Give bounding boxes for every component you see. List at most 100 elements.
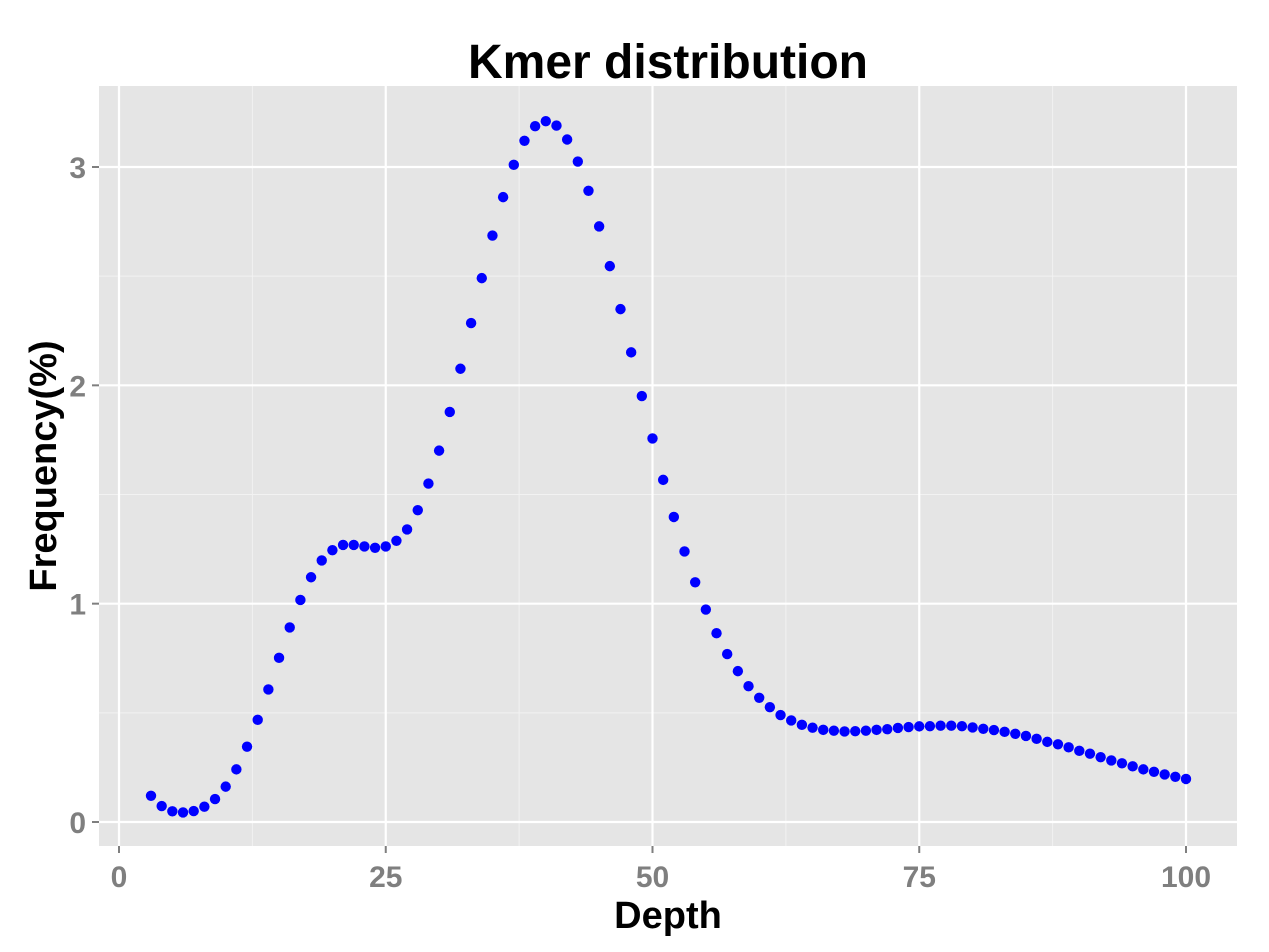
data-point: [850, 725, 861, 737]
data-point: [327, 544, 338, 556]
data-point: [1084, 748, 1096, 759]
data-point: [786, 715, 797, 726]
data-points: [145, 115, 1192, 818]
data-point: [828, 725, 840, 736]
data-point: [860, 725, 872, 736]
data-point: [999, 726, 1010, 738]
data-point: [391, 535, 402, 546]
data-point: [604, 260, 616, 272]
data-point: [380, 541, 391, 552]
x-tick-label: 25: [369, 861, 402, 894]
data-point: [1127, 761, 1138, 772]
data-point: [519, 135, 530, 146]
data-point: [348, 539, 359, 551]
data-point: [305, 572, 317, 583]
data-point: [433, 445, 445, 456]
data-point: [455, 363, 466, 374]
y-tick-label: 3: [69, 152, 86, 185]
data-point: [487, 230, 498, 241]
data-point: [540, 115, 551, 127]
data-point: [903, 721, 914, 733]
data-point: [1063, 742, 1074, 753]
data-point: [1148, 766, 1160, 777]
data-point: [273, 652, 285, 664]
data-point: [465, 317, 477, 329]
data-point: [209, 793, 221, 805]
data-point: [732, 665, 744, 677]
data-point: [583, 185, 594, 196]
data-point: [754, 692, 765, 703]
x-axis-ticks: 0 25 50 75 100: [111, 846, 1211, 894]
data-point: [561, 134, 573, 145]
data-point: [572, 156, 584, 167]
data-point: [764, 701, 776, 713]
data-point: [529, 120, 541, 132]
x-tick-label: 100: [1161, 861, 1211, 894]
data-point: [167, 806, 178, 817]
data-point: [401, 524, 413, 535]
data-point: [615, 303, 626, 315]
data-point: [807, 722, 818, 733]
data-point: [871, 724, 882, 736]
data-point: [551, 120, 562, 131]
data-point: [1020, 730, 1032, 742]
y-tick-label: 0: [69, 807, 86, 840]
data-point: [177, 807, 189, 818]
data-point: [593, 221, 605, 232]
data-point: [444, 406, 455, 418]
data-point: [1031, 733, 1042, 745]
data-point: [1095, 751, 1106, 763]
y-axis-label: Frequency(%): [23, 340, 65, 591]
y-tick-label: 1: [69, 589, 86, 622]
data-point: [359, 541, 370, 552]
data-point: [657, 474, 669, 486]
data-point: [199, 801, 210, 812]
data-point: [956, 720, 968, 732]
data-point: [882, 724, 893, 735]
data-point: [476, 272, 487, 284]
data-point: [743, 680, 754, 692]
data-point: [892, 722, 904, 734]
data-point: [1159, 769, 1170, 780]
x-tick-label: 0: [111, 861, 128, 894]
data-point: [711, 627, 722, 639]
data-point: [337, 539, 349, 551]
data-point: [188, 805, 199, 817]
data-point: [412, 505, 423, 516]
data-point: [1074, 745, 1085, 757]
data-point: [679, 546, 690, 557]
data-point: [924, 720, 936, 732]
data-point: [369, 542, 381, 553]
data-point: [263, 684, 274, 695]
data-point: [775, 709, 786, 721]
data-point: [636, 390, 648, 402]
data-point: [978, 723, 989, 734]
data-point: [220, 781, 231, 792]
data-point: [423, 478, 434, 489]
data-point: [935, 720, 946, 731]
data-point: [1138, 764, 1149, 775]
data-point: [839, 726, 850, 737]
data-point: [668, 511, 680, 523]
data-point: [689, 577, 701, 588]
data-point: [1042, 736, 1053, 748]
x-tick-label: 50: [636, 861, 669, 894]
data-point: [796, 719, 808, 731]
data-point: [1106, 755, 1117, 766]
data-point: [700, 604, 712, 615]
data-point: [1116, 758, 1128, 769]
data-point: [1052, 739, 1064, 750]
data-point: [231, 764, 242, 775]
y-axis-ticks: 0 1 2 3: [69, 152, 99, 840]
plot-panel: [99, 86, 1237, 846]
data-point: [1180, 773, 1192, 785]
data-point: [647, 433, 658, 444]
major-gridlines: [99, 86, 1237, 846]
data-point: [914, 721, 925, 732]
data-point: [988, 724, 1000, 736]
data-point: [1010, 728, 1021, 739]
data-point: [252, 714, 263, 726]
data-point: [508, 159, 519, 171]
data-point: [145, 790, 157, 801]
